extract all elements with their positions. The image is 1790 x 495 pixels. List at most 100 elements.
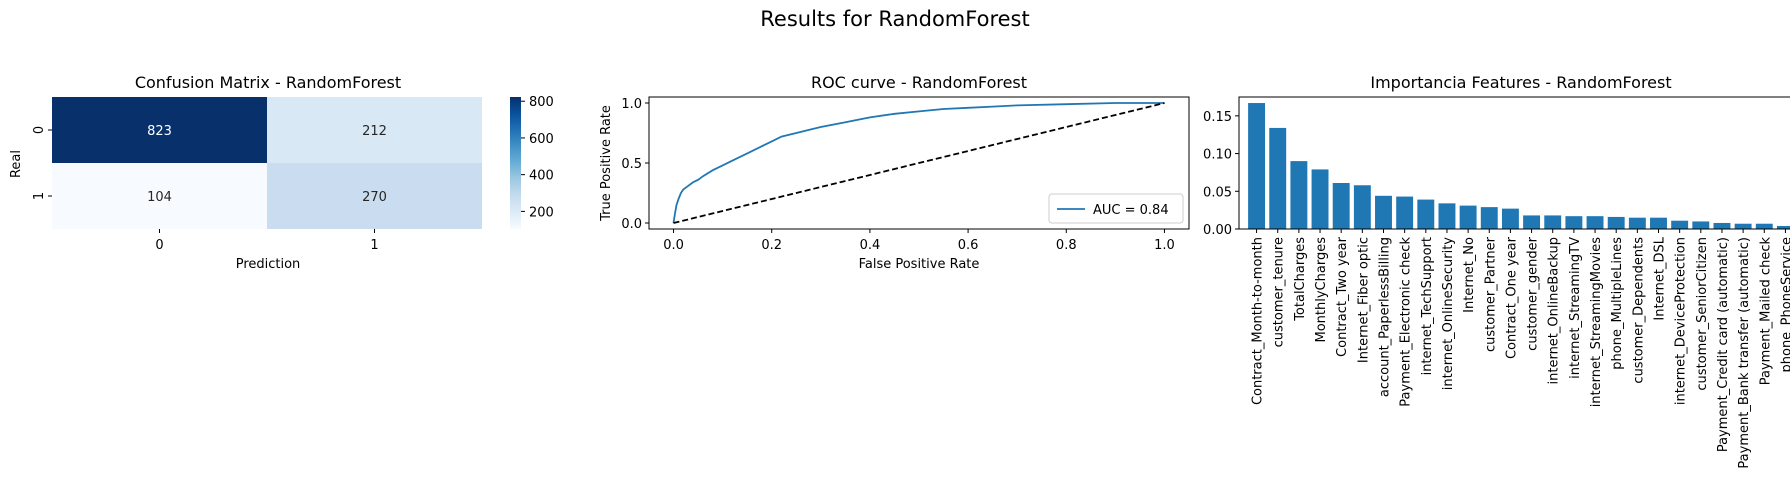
confusion-matrix-cell — [52, 163, 267, 229]
feature-importance-bar — [1417, 199, 1435, 229]
feature-importance-xtick-label: customer_tenure — [1272, 237, 1287, 347]
feature-importance-xtick-label: internet_StreamingTV — [1568, 237, 1583, 379]
feature-importance-bar — [1332, 182, 1350, 229]
feature-importance-bars — [1248, 103, 1790, 229]
confusion-matrix-cell-label: 212 — [362, 124, 387, 139]
confusion-matrix-title: Confusion Matrix - RandomForest — [135, 73, 401, 92]
feature-importance-bar — [1269, 127, 1287, 229]
feature-importance-bar — [1311, 169, 1329, 229]
colorbar-tick-label: 600 — [529, 132, 554, 147]
feature-importance-xtick-label: Contract_Month-to-month — [1251, 237, 1266, 405]
confusion-matrix-cell-label: 270 — [362, 190, 387, 205]
confusion-matrix-panel: Confusion Matrix - RandomForest 823 21210… — [9, 73, 554, 272]
colorbar — [510, 97, 521, 229]
roc-xtick-label: 0.6 — [958, 238, 979, 253]
roc-ticks: 0.0 0.2 0.4 0.6 0.8 1.0 0.0 0.5 1.0 — [621, 97, 1174, 253]
confusion-matrix-cells: 823 212 104 270 — [52, 97, 482, 229]
colorbar-tick-label: 400 — [529, 169, 554, 184]
confusion-matrix-cell — [267, 97, 482, 163]
feature-importance-bar — [1396, 196, 1414, 229]
feature-importance-xtick-label: Payment_Electronic check — [1399, 237, 1414, 407]
roc-xtick-label: 1.0 — [1154, 238, 1175, 253]
confusion-matrix-ytick-label: 1 — [32, 192, 47, 200]
feature-importance-xtick-label: phone_PhoneService — [1779, 237, 1790, 373]
feature-importance-bar — [1776, 225, 1790, 229]
roc-xlabel: False Positive Rate — [859, 257, 980, 272]
feature-importance-bar — [1565, 216, 1583, 229]
feature-importance-xtick-label: Payment_Bank transfer (automatic) — [1737, 237, 1752, 469]
roc-panel: ROC curve - RandomForest 0.0 0.2 0.4 0.6 0.8… — [599, 73, 1190, 272]
feature-importance-xtick-label: customer_Partner — [1483, 236, 1498, 352]
confusion-matrix-cell-label: 823 — [147, 124, 172, 139]
feature-importance-bar — [1544, 215, 1562, 229]
roc-lines — [672, 102, 1165, 224]
feature-importance-xtick-label: phone_MultipleLines — [1610, 237, 1625, 370]
feature-importance-bar — [1438, 203, 1456, 229]
feature-importance-title: Importancia Features - RandomForest — [1370, 73, 1671, 92]
feature-importance-bar — [1586, 216, 1604, 229]
roc-ytick-label: 0.0 — [621, 217, 642, 232]
figure-suptitle: Results for RandomForest — [760, 7, 1029, 31]
feature-importance-panel: Importancia Features - RandomForest Cont… — [1203, 73, 1790, 469]
confusion-matrix-cell — [267, 163, 482, 229]
feature-importance-xtick-label: internet_DeviceProtection — [1674, 237, 1689, 405]
feature-importance-xtick-label: customer_gender — [1526, 236, 1541, 350]
confusion-matrix-ytick-label: 0 — [32, 126, 47, 134]
feature-importance-xtick-label: Payment_Credit card (automatic) — [1716, 237, 1731, 452]
feature-importance-xtick-label: customer_SeniorCitizen — [1695, 237, 1710, 391]
roc-legend-box — [1048, 193, 1184, 224]
confusion-matrix-cell — [52, 97, 267, 163]
feature-importance-xtick-label: MonthlyCharges — [1314, 237, 1329, 343]
roc-chance-diagonal — [673, 102, 1165, 224]
feature-importance-xtick-label: internet_OnlineSecurity — [1441, 237, 1456, 391]
feature-importance-xtick-label: Payment_Mailed check — [1758, 237, 1773, 386]
roc-xtick-label: 0.4 — [860, 238, 881, 253]
feature-importance-xtick-label: account_PaperlessBilling — [1378, 237, 1393, 397]
feature-importance-bar — [1671, 220, 1689, 229]
feature-importance-xtick-label: Internet_No — [1462, 237, 1477, 313]
confusion-matrix-ticks: 0 1 0 1 — [32, 126, 379, 253]
feature-importance-xtick-label: internet_StreamingMovies — [1589, 237, 1604, 408]
confusion-matrix-xtick-label: 0 — [155, 238, 163, 253]
feature-importance-xtick-label: internet_TechSupport — [1420, 237, 1435, 375]
feature-importance-xtick-label: Contract_One year — [1504, 236, 1519, 359]
colorbar-tick-label: 200 — [529, 205, 554, 220]
feature-importance-ytick-label: 0.00 — [1203, 223, 1232, 238]
feature-importance-bar — [1692, 221, 1710, 229]
feature-importance-bar — [1501, 208, 1519, 229]
feature-importance-ticks: Contract_Month-to-month customer_tenure To… — [1203, 110, 1790, 469]
roc-xtick-label: 0.2 — [761, 238, 782, 253]
feature-importance-bar — [1375, 195, 1392, 229]
roc-ytick-label: 1.0 — [621, 97, 642, 112]
roc-ylabel: True Positive Rate — [599, 105, 614, 222]
colorbar-tick-label: 800 — [529, 95, 554, 110]
confusion-matrix-xlabel: Prediction — [236, 257, 301, 272]
feature-importance-bar — [1628, 217, 1646, 229]
confusion-matrix-cell-label: 104 — [147, 190, 172, 205]
feature-importance-bar — [1459, 205, 1477, 229]
feature-importance-xtick-label: Contract_Two year — [1335, 236, 1350, 357]
feature-importance-xtick-label: customer_Dependents — [1631, 237, 1646, 384]
feature-importance-ytick-label: 0.10 — [1203, 148, 1232, 163]
feature-importance-xtick-label: internet_OnlineBackup — [1547, 237, 1562, 384]
feature-importance-bar — [1523, 215, 1541, 229]
feature-importance-axes-frame — [1238, 96, 1790, 230]
roc-xtick-label: 0.0 — [663, 238, 684, 253]
feature-importance-xtick-label: Internet_DSL — [1653, 236, 1668, 320]
feature-importance-bar — [1607, 216, 1625, 229]
feature-importance-bar — [1353, 185, 1371, 229]
feature-importance-bar — [1713, 222, 1731, 229]
roc-xtick-label: 0.8 — [1056, 238, 1077, 253]
feature-importance-ytick-label: 0.15 — [1203, 110, 1232, 125]
confusion-matrix-ylabel: Real — [9, 150, 24, 178]
feature-importance-bar — [1755, 223, 1773, 229]
roc-ytick-label: 0.5 — [621, 157, 642, 172]
roc-legend: AUC = 0.84 — [1048, 193, 1184, 224]
colorbar-ticks: 200 400 600 800 — [521, 95, 554, 220]
roc-legend-label: AUC = 0.84 — [1093, 203, 1169, 218]
feature-importance-bar — [1650, 217, 1667, 229]
feature-importance-xtick-label: Internet_Fiber optic — [1356, 237, 1371, 363]
roc-curve-line — [672, 102, 1165, 224]
feature-importance-bar — [1290, 161, 1308, 229]
